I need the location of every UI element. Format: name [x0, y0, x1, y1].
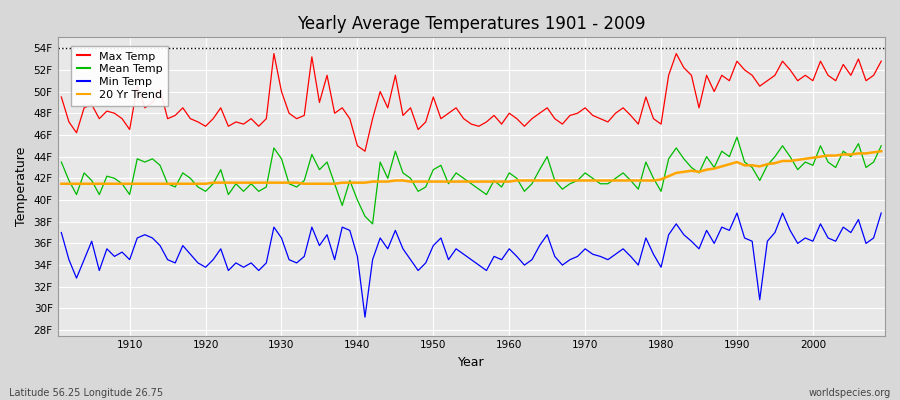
Text: worldspecies.org: worldspecies.org [809, 388, 891, 398]
X-axis label: Year: Year [458, 356, 484, 369]
Title: Yearly Average Temperatures 1901 - 2009: Yearly Average Temperatures 1901 - 2009 [297, 15, 645, 33]
Y-axis label: Temperature: Temperature [15, 147, 28, 226]
Legend: Max Temp, Mean Temp, Min Temp, 20 Yr Trend: Max Temp, Mean Temp, Min Temp, 20 Yr Tre… [71, 46, 168, 106]
Text: Latitude 56.25 Longitude 26.75: Latitude 56.25 Longitude 26.75 [9, 388, 163, 398]
